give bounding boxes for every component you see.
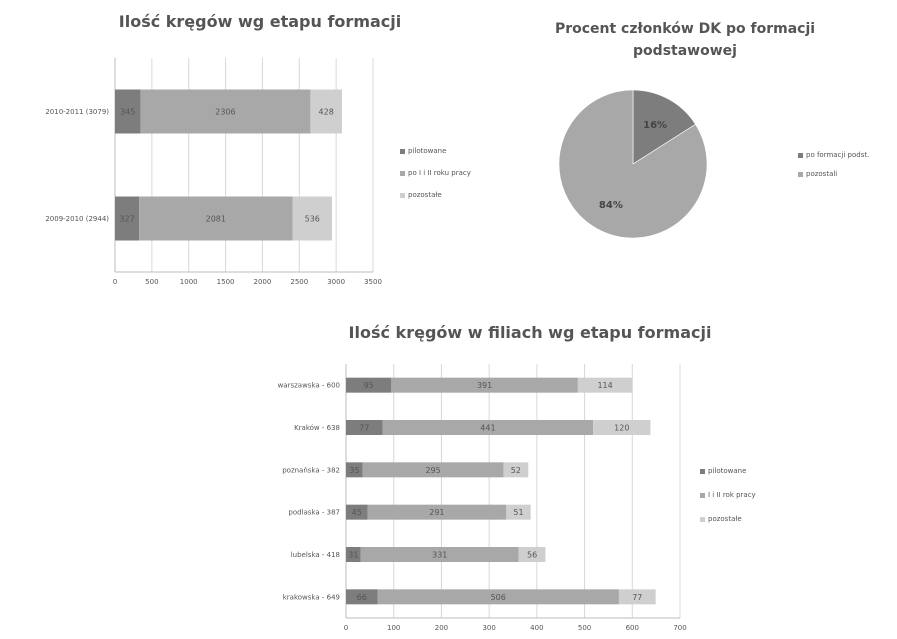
category-label: lubelska - 418: [291, 551, 340, 559]
bar-segment: [577, 377, 633, 393]
data-label: 77: [359, 424, 369, 433]
x-tick-label: 300: [482, 624, 495, 632]
legend-entry: po I i II roku pracy: [408, 169, 471, 177]
legend-swatch: [400, 149, 405, 154]
data-label: 2081: [206, 215, 226, 224]
data-label: 56: [527, 551, 537, 560]
data-label: 441: [480, 424, 495, 433]
legend-swatch: [400, 193, 405, 198]
data-label: 51: [513, 508, 523, 517]
legend-entry: po formacji podst.: [806, 151, 869, 159]
pie-slice: [558, 89, 708, 239]
category-label: 2010-2011 (3079): [45, 108, 109, 116]
bar-segment: [346, 589, 378, 605]
bar-segment: [292, 196, 333, 241]
bar-segment: [618, 589, 656, 605]
data-label: 52: [511, 466, 521, 475]
bar-segment: [115, 89, 141, 134]
chart-title-branches: Ilość kręgów w filiach wg etapu formacji: [348, 323, 712, 342]
x-tick-label: 2000: [254, 278, 272, 286]
legend-entry: pilotowane: [708, 467, 746, 475]
x-tick-label: 3000: [327, 278, 345, 286]
x-tick-label: 0: [344, 624, 348, 632]
data-label: 66: [357, 593, 367, 602]
data-label: 331: [432, 551, 447, 560]
legend-entry: pozostali: [806, 170, 837, 178]
data-label: 120: [614, 424, 629, 433]
category-label: Kraków - 638: [294, 424, 340, 432]
data-label: 506: [491, 593, 506, 602]
chart-title-pie: Procent członków DK po formacji podstawo…: [554, 21, 816, 59]
legend-swatch: [700, 493, 705, 498]
bar-segment: [360, 547, 519, 562]
pie-data-label: 16%: [643, 120, 667, 131]
bar-segment: [362, 462, 504, 478]
category-label: podlaska - 387: [288, 509, 340, 517]
bar-segment: [346, 377, 392, 393]
x-tick-label: 1500: [217, 278, 235, 286]
bar-segment: [503, 462, 529, 478]
bar-segment: [139, 196, 293, 241]
legend-swatch: [798, 153, 803, 158]
bar-segment: [140, 89, 311, 134]
pie-slice: [632, 89, 696, 165]
data-label: 2306: [215, 108, 235, 117]
x-tick-label: 500: [578, 624, 591, 632]
legend-swatch: [400, 171, 405, 176]
data-label: 114: [597, 381, 612, 390]
bar-segment: [506, 504, 531, 520]
data-label: 35: [349, 466, 359, 475]
bar-segment: [593, 420, 651, 435]
data-label: 391: [477, 381, 492, 390]
x-tick-label: 700: [673, 624, 686, 632]
chart-title-stages: Ilość kręgów wg etapu formacji: [118, 12, 402, 31]
data-label: 291: [429, 508, 444, 517]
legend-entry: I i II rok pracy: [708, 491, 756, 499]
data-label: 345: [120, 108, 135, 117]
x-tick-label: 2500: [290, 278, 308, 286]
category-label: poznańska - 382: [282, 466, 340, 474]
data-label: 45: [352, 508, 362, 517]
legend-entry: pozostałe: [708, 515, 742, 523]
legend-swatch: [798, 172, 803, 177]
bar-segment: [346, 504, 368, 520]
data-label: 428: [319, 108, 334, 117]
data-label: 31: [348, 551, 358, 560]
x-tick-label: 100: [387, 624, 400, 632]
data-label: 295: [425, 466, 440, 475]
data-label: 536: [305, 215, 320, 224]
legend-swatch: [700, 517, 705, 522]
x-tick-label: 600: [626, 624, 639, 632]
bar-segment: [310, 89, 342, 134]
bar-segment: [377, 589, 619, 605]
bar-segment: [346, 462, 363, 478]
x-tick-label: 200: [435, 624, 448, 632]
bar-segment: [346, 547, 361, 562]
x-tick-label: 0: [113, 278, 117, 286]
data-label: 77: [632, 593, 642, 602]
data-label: 327: [119, 215, 134, 224]
category-label: 2009-2010 (2944): [45, 215, 109, 223]
x-tick-label: 3500: [364, 278, 382, 286]
bar-segment: [367, 504, 507, 520]
bar-segment: [115, 196, 140, 241]
bar-segment: [391, 377, 578, 393]
category-label: warszawska - 600: [278, 382, 340, 390]
bar-segment: [518, 547, 546, 562]
legend-swatch: [700, 469, 705, 474]
pie-data-label: 84%: [599, 200, 623, 211]
legend-entry: pozostałe: [408, 191, 442, 199]
bar-segment: [346, 420, 383, 435]
x-tick-label: 500: [145, 278, 158, 286]
x-tick-label: 400: [530, 624, 543, 632]
x-tick-label: 1000: [180, 278, 198, 286]
category-label: krakowska - 649: [283, 593, 340, 601]
legend-entry: pilotowane: [408, 147, 446, 155]
data-label: 95: [364, 381, 374, 390]
bar-segment: [382, 420, 594, 435]
